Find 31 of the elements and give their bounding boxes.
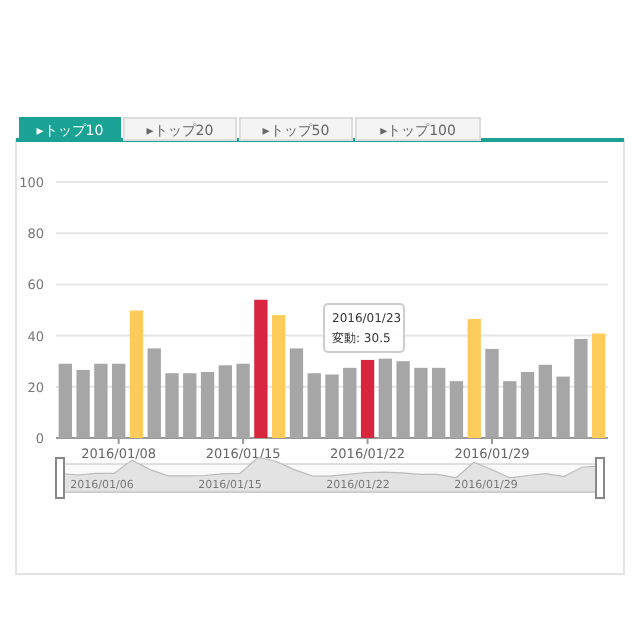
- bar: [307, 373, 321, 438]
- bar: [58, 363, 72, 438]
- bar: [378, 358, 392, 438]
- bar: [218, 365, 232, 438]
- bar: [76, 369, 90, 438]
- bar: [592, 333, 606, 438]
- bar: [272, 315, 286, 438]
- bar: [200, 371, 215, 438]
- bar: [343, 367, 357, 438]
- bar: [449, 381, 464, 438]
- bar: [94, 363, 108, 438]
- bar: [112, 363, 126, 438]
- bar: [147, 348, 161, 438]
- bar: [556, 376, 570, 438]
- bar: [538, 364, 552, 438]
- bar: [485, 348, 499, 438]
- bar: [236, 363, 250, 438]
- bar: [467, 318, 481, 438]
- bar: [520, 371, 535, 438]
- bar: [432, 367, 446, 438]
- bar: [254, 299, 268, 438]
- bar: [289, 348, 304, 438]
- bar: [574, 338, 588, 438]
- bar: [165, 373, 179, 438]
- bar: [129, 310, 144, 438]
- bar: [503, 381, 517, 438]
- bar: [414, 367, 428, 438]
- bar: [183, 373, 197, 438]
- bar: [360, 359, 375, 438]
- bar: [396, 361, 410, 438]
- bar: [325, 374, 339, 438]
